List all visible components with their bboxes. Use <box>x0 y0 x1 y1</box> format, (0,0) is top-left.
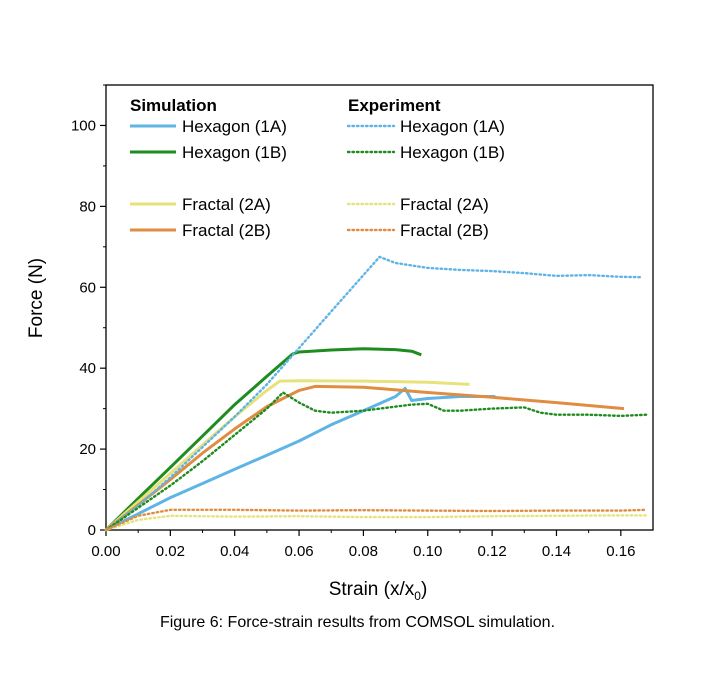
x-axis-title-subscript: 0 <box>414 589 421 603</box>
x-tick-label: 0.16 <box>606 543 635 560</box>
y-axis-title: Force (N) <box>26 258 47 338</box>
legend-label: Hexagon (1B) <box>182 143 287 162</box>
y-tick-label: 0 <box>88 522 96 539</box>
legend-label: Fractal (2B) <box>400 221 489 240</box>
legend-label: Hexagon (1A) <box>182 117 287 136</box>
series-line-experiment-fractal-2a <box>104 514 648 532</box>
x-axis-title: Strain (x/x0) <box>329 579 428 603</box>
series-lines <box>104 255 648 532</box>
x-tick-label: 0.00 <box>91 543 120 560</box>
force-strain-chart: 0.00 0.02 0.04 0.06 0.08 0.10 0.12 0.14 0.16 0 20 4… <box>26 84 654 603</box>
y-tick-label: 40 <box>79 360 96 377</box>
legend-label: Fractal (2A) <box>182 195 271 214</box>
x-tick-label: 0.02 <box>156 543 185 560</box>
plot-frame <box>105 84 654 531</box>
x-tick-label: 0.10 <box>413 543 442 560</box>
y-tick-label: 20 <box>79 441 96 458</box>
series-line-simulation-fractal-2b <box>105 384 625 532</box>
x-tick-label: 0.14 <box>542 543 571 560</box>
legend-header-simulation: Simulation <box>130 96 217 115</box>
legend: Simulation Experiment Hexagon (1A) Hexagon … <box>130 96 505 240</box>
y-tick-label: 60 <box>79 279 96 296</box>
y-tick-label: 100 <box>71 117 96 134</box>
legend-label: Hexagon (1A) <box>400 117 505 136</box>
series-line-simulation-hexagon-1a <box>105 386 496 532</box>
series-line-simulation-hexagon-1b <box>104 347 422 532</box>
x-tick-label: 0.08 <box>349 543 378 560</box>
x-tick-label: 0.06 <box>284 543 313 560</box>
figure-caption: Figure 6: Force-strain results from COMS… <box>159 614 556 631</box>
series-line-experiment-hexagon-1a <box>104 255 642 532</box>
series-line-experiment-fractal-2b <box>104 508 648 532</box>
legend-label: Fractal (2A) <box>400 195 489 214</box>
legend-header-experiment: Experiment <box>348 96 441 115</box>
legend-label: Hexagon (1B) <box>400 143 505 162</box>
x-tick-label: 0.04 <box>220 543 249 560</box>
axes: 0.00 0.02 0.04 0.06 0.08 0.10 0.12 0.14 0.16 0 20 4… <box>71 84 654 560</box>
x-tick-label: 0.12 <box>478 543 507 560</box>
legend-label: Fractal (2B) <box>182 221 271 240</box>
y-tick-label: 80 <box>79 198 96 215</box>
series-line-simulation-fractal-2a <box>105 379 470 532</box>
series-line-experiment-hexagon-1b <box>104 391 648 532</box>
